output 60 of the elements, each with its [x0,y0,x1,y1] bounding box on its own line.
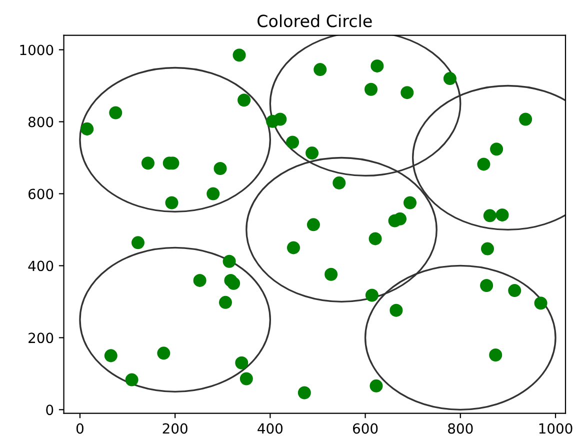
point [193,274,206,287]
point [483,209,496,222]
point [496,208,509,222]
x-tick-label: 0 [76,423,84,434]
point [490,142,504,156]
y-tick-label: 0 [46,404,54,416]
point [489,348,502,362]
point [298,386,311,400]
point [400,86,414,100]
point [235,356,248,370]
y-tick-label: 400 [28,260,54,272]
point [306,218,320,232]
point [157,346,170,360]
point [286,136,300,149]
x-tick-label: 200 [162,423,188,434]
point [240,372,253,386]
point [508,284,522,298]
y-tick-label: 200 [28,332,54,344]
point [365,288,378,302]
point [314,63,327,76]
point [131,236,144,250]
x-tick-label: 800 [448,423,473,434]
point [109,106,122,120]
point [141,156,154,170]
point [227,276,240,290]
point [274,112,287,126]
x-tick-label: 1000 [539,423,572,434]
x-tick-label: 600 [353,423,378,434]
point [232,48,246,62]
point [324,268,338,281]
point [443,72,456,86]
point [218,296,232,309]
y-tick-label: 600 [28,188,54,200]
point [165,196,178,210]
point [206,187,220,200]
point [306,146,319,160]
chart-title: Colored Circle [258,14,372,28]
point [238,94,251,107]
point [370,59,384,72]
point [481,242,494,256]
y-tick-label: 1000 [20,44,54,56]
point [332,176,346,190]
point [370,379,383,392]
point [80,122,94,136]
point [403,196,416,210]
point [480,278,494,292]
point [368,232,382,246]
point [125,373,138,386]
y-tick-label: 800 [28,116,54,128]
point [477,158,490,171]
point [394,212,407,226]
point [519,112,532,126]
point [286,241,300,254]
point [390,304,403,317]
point [222,254,236,268]
x-tick-label: 400 [258,423,283,434]
point [534,296,548,310]
point [104,349,118,362]
point [214,162,227,176]
point [364,82,378,96]
